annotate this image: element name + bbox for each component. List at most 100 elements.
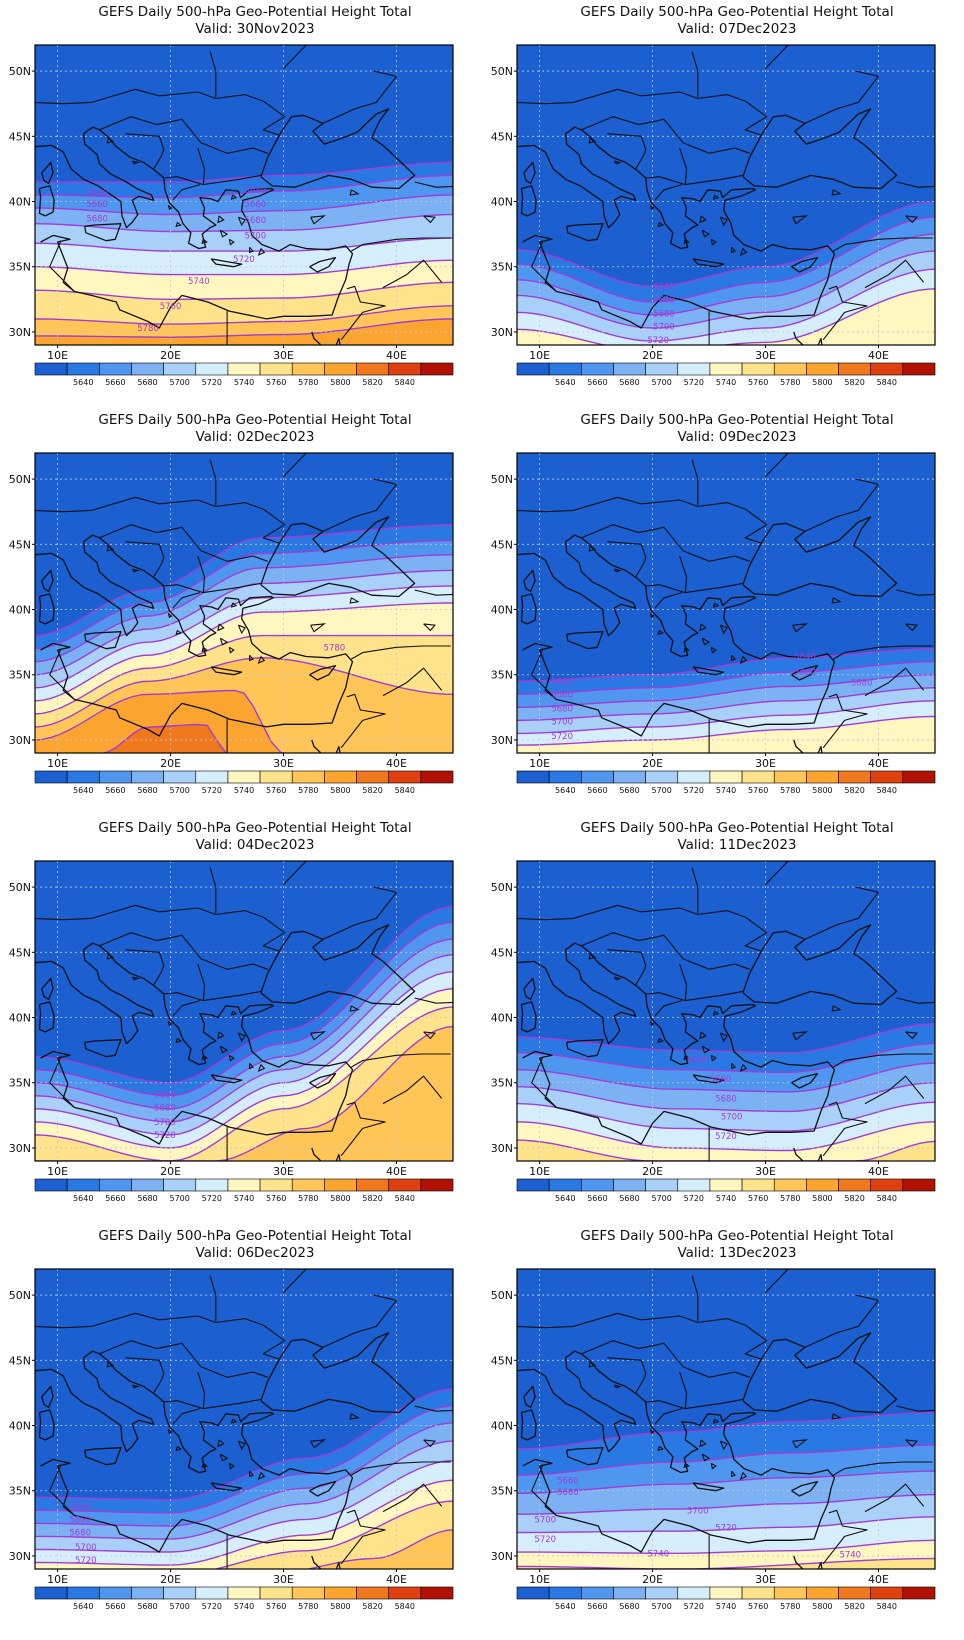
colorbar-label: 5720 <box>684 1602 704 1611</box>
country-border <box>35 496 286 544</box>
colorbar-swatch <box>420 770 454 784</box>
band-fill-5760 <box>517 1558 935 1569</box>
country-border <box>804 1294 880 1348</box>
coastline <box>793 1555 823 1569</box>
lon-tick-label: 40E <box>868 349 889 362</box>
lat-tick-label: 50N <box>491 473 513 486</box>
island-outline <box>712 1418 720 1424</box>
contour-label: 5700 <box>534 1515 556 1525</box>
island-outline <box>701 229 711 238</box>
colorbar-swatch <box>870 1178 904 1192</box>
colorbar-swatch <box>163 770 197 784</box>
lon-tick-label: 30E <box>755 757 776 770</box>
lat-tick-label: 45N <box>491 130 513 143</box>
contour-label: 5700 <box>154 1118 176 1128</box>
colorbar-label: 5660 <box>105 1602 125 1611</box>
colorbar-swatch <box>259 1178 293 1192</box>
valid-prefix: Valid: <box>677 21 715 37</box>
contour-5760 <box>35 281 453 300</box>
country-border <box>607 949 647 986</box>
colorbar-swatch <box>99 770 132 784</box>
lon-tick-label: 40E <box>386 757 407 770</box>
coastline <box>742 516 898 598</box>
map-canvas: 5640 5660 5680 5700 5720 5640 5660 5680 50N 45N 40… <box>491 452 936 795</box>
lake-outline <box>349 597 360 604</box>
contour-label: 5660 <box>551 690 573 700</box>
colorbar-swatch <box>34 770 68 784</box>
lake-outline <box>905 1031 918 1040</box>
country-border <box>765 45 789 69</box>
country-border <box>414 997 453 1004</box>
colorbar-label: 5760 <box>266 378 286 387</box>
island-outline <box>217 623 225 632</box>
island-outline <box>175 221 182 228</box>
country-border <box>283 45 307 69</box>
colorbar-swatch <box>420 1586 454 1600</box>
country-border <box>283 861 307 885</box>
lon-tick-label: 10E <box>529 1573 550 1586</box>
colorbar-label: 5840 <box>877 378 897 387</box>
country-border <box>765 861 789 885</box>
coastline <box>523 1385 536 1408</box>
contour-5800 <box>35 318 453 338</box>
contour-5660 <box>517 216 935 303</box>
contour-label: 5640 <box>794 652 816 662</box>
island-outline <box>175 1037 182 1044</box>
colorbar-label: 5660 <box>105 1194 125 1203</box>
country-border <box>49 1056 75 1108</box>
coastline <box>311 331 341 345</box>
country-border <box>654 1000 683 1017</box>
contour-5680 <box>35 554 453 663</box>
coastline <box>566 223 604 242</box>
island-outline <box>613 160 622 165</box>
island-outline <box>249 1470 254 1478</box>
country-border <box>49 240 75 292</box>
country-border <box>99 932 268 970</box>
contour-label: 5680 <box>653 310 675 320</box>
colorbar-swatch <box>645 362 679 376</box>
lat-tick-label: 30N <box>491 1142 513 1155</box>
country-border <box>691 459 699 506</box>
panel-valid-date: Valid: 07Dec2023 <box>517 21 957 38</box>
colorbar-swatch <box>227 1178 261 1192</box>
colorbar-swatch <box>613 770 646 784</box>
colorbar-label: 5700 <box>652 1602 672 1611</box>
valid-prefix: Valid: <box>195 837 233 853</box>
country-border <box>172 1000 201 1017</box>
island-outline <box>710 1054 717 1062</box>
map-canvas: 5660 5680 5700 5720 5700 5720 5740 5740 50N 45N 40… <box>491 1268 936 1611</box>
colorbar-swatch <box>131 1586 164 1600</box>
panel-title: GEFS Daily 500-hPa Geo-Potential Height … <box>35 820 475 854</box>
colorbar-swatch <box>548 362 582 376</box>
colorbar-label: 5820 <box>362 1194 382 1203</box>
island-outline <box>237 624 246 635</box>
island-outline <box>106 137 115 144</box>
map-canvas: 5780 50N 45N 40N 35N 30N 10E 20E 30E 40E 5640 5660 5… <box>9 452 454 795</box>
lake-outline <box>310 1031 327 1041</box>
island-outline <box>683 646 690 653</box>
lat-tick-label: 40N <box>9 1012 31 1025</box>
coastline <box>742 108 898 190</box>
country-border <box>99 524 268 562</box>
country-border <box>896 181 935 188</box>
contour-5800 <box>35 689 285 753</box>
colorbar-swatch <box>291 1178 325 1192</box>
colorbar-swatch <box>773 362 807 376</box>
island-outline <box>719 216 728 227</box>
contour-label: 5700 <box>653 323 675 333</box>
contour-5720 <box>35 971 453 1136</box>
country-border <box>581 932 750 970</box>
coastline <box>41 569 54 592</box>
island-outline <box>731 1062 736 1070</box>
country-border <box>691 51 699 98</box>
panel-valid-date: Valid: 09Dec2023 <box>517 429 957 446</box>
coastline <box>260 1332 416 1414</box>
contour-label: 5660 <box>69 1515 91 1525</box>
colorbar-swatch <box>99 1586 132 1600</box>
lon-tick-label: 30E <box>755 1165 776 1178</box>
country-border <box>864 1075 925 1105</box>
contour-5700 <box>517 250 935 329</box>
panel-title: GEFS Daily 500-hPa Geo-Potential Height … <box>35 4 475 38</box>
lon-tick-label: 20E <box>642 349 663 362</box>
colorbar-label: 5800 <box>330 1602 350 1611</box>
